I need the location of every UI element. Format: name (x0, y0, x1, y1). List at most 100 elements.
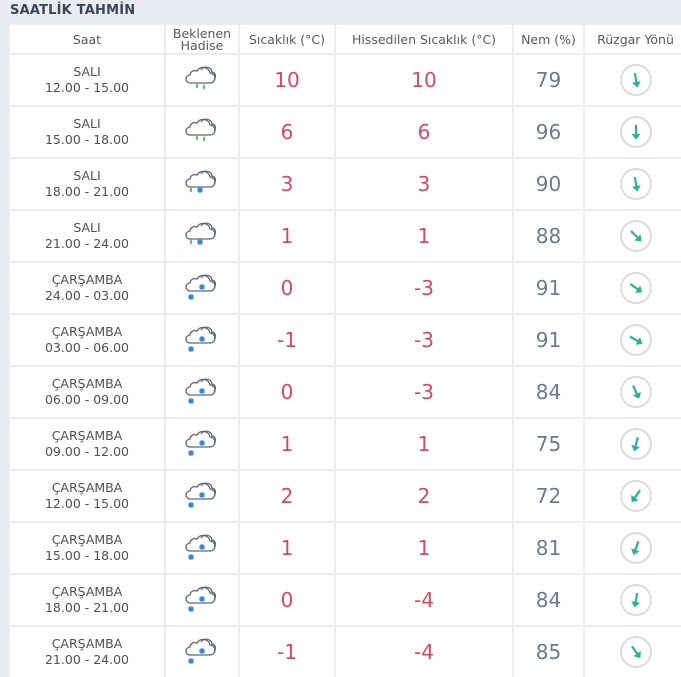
wind-direction-arrow-icon (619, 116, 652, 148)
time-cell: ÇARŞAMBA 15.00 - 18.00 (10, 523, 164, 573)
time-range: 18.00 - 21.00 (44, 184, 130, 199)
humidity-value: 79 (514, 55, 583, 105)
feels-like-value: -3 (336, 263, 512, 313)
time-cell: SALI 12.00 - 15.00 (10, 55, 164, 105)
day-label: ÇARŞAMBA (51, 584, 123, 599)
weather-cell (166, 367, 238, 417)
header-humidity: Nem (%) (514, 25, 583, 53)
day-label: ÇARŞAMBA (51, 532, 123, 547)
time-range: 21.00 - 24.00 (44, 652, 130, 667)
sleet-cloud-icon (181, 165, 223, 203)
wind-direction-arrow-icon (619, 428, 652, 460)
feels-like-value: 6 (336, 107, 512, 157)
weather-cell (166, 107, 238, 157)
snow-cloud-icon (181, 581, 223, 619)
snow-cloud-icon (181, 529, 223, 567)
weather-cell (166, 627, 238, 677)
day-label: ÇARŞAMBA (51, 636, 123, 651)
header-feels-like: Hissedilen Sıcaklık (°C) (336, 25, 512, 53)
time-cell: ÇARŞAMBA 03.00 - 06.00 (10, 315, 164, 365)
feels-like-value: 1 (336, 211, 512, 261)
feels-like-value: -3 (336, 315, 512, 365)
time-cell: SALI 15.00 - 18.00 (10, 107, 164, 157)
humidity-value: 91 (514, 263, 583, 313)
snow-cloud-icon (181, 373, 223, 411)
time-range: 12.00 - 15.00 (44, 496, 130, 511)
day-label: ÇARŞAMBA (51, 272, 123, 287)
wind-direction-arrow-icon (619, 584, 652, 616)
temperature-value: 10 (240, 55, 334, 105)
day-label: SALI (73, 168, 101, 183)
time-cell: ÇARŞAMBA 06.00 - 09.00 (10, 367, 164, 417)
day-label: SALI (73, 64, 101, 79)
humidity-value: 81 (514, 523, 583, 573)
snow-cloud-icon (181, 477, 223, 515)
weather-cell (166, 471, 238, 521)
wind-cell (585, 575, 681, 625)
snow-cloud-icon (181, 633, 223, 671)
time-range: 18.00 - 21.00 (44, 600, 130, 615)
feels-like-value: -4 (336, 627, 512, 677)
weather-cell (166, 315, 238, 365)
humidity-value: 90 (514, 159, 583, 209)
feels-like-value: -3 (336, 367, 512, 417)
humidity-value: 85 (514, 627, 583, 677)
weather-cell (166, 211, 238, 261)
wind-direction-arrow-icon (619, 532, 652, 564)
sleet-cloud-icon (181, 217, 223, 255)
wind-direction-arrow-icon (619, 64, 652, 96)
wind-cell (585, 419, 681, 469)
section-title: SAATLİK TAHMİN (10, 3, 136, 18)
feels-like-value: 3 (336, 159, 512, 209)
rain-cloud-icon (181, 61, 223, 99)
humidity-value: 88 (514, 211, 583, 261)
time-range: 15.00 - 18.00 (44, 548, 130, 563)
humidity-value: 96 (514, 107, 583, 157)
temperature-value: 0 (240, 263, 334, 313)
wind-cell (585, 211, 681, 261)
time-range: 24.00 - 03.00 (44, 288, 130, 303)
feels-like-value: -4 (336, 575, 512, 625)
rain-cloud-icon (181, 113, 223, 151)
hourly-forecast-table: Saat Beklenen Hadise Sıcaklık (°C) Hisse… (10, 25, 681, 677)
feels-like-value: 2 (336, 471, 512, 521)
wind-cell (585, 315, 681, 365)
time-cell: SALI 21.00 - 24.00 (10, 211, 164, 261)
humidity-value: 84 (514, 575, 583, 625)
temperature-value: 0 (240, 575, 334, 625)
day-label: ÇARŞAMBA (51, 376, 123, 391)
temperature-value: 2 (240, 471, 334, 521)
wind-cell (585, 159, 681, 209)
time-range: 06.00 - 09.00 (44, 392, 130, 407)
weather-cell (166, 419, 238, 469)
time-cell: ÇARŞAMBA 18.00 - 21.00 (10, 575, 164, 625)
wind-cell (585, 107, 681, 157)
humidity-value: 91 (514, 315, 583, 365)
feels-like-value: 1 (336, 523, 512, 573)
day-label: ÇARŞAMBA (51, 428, 123, 443)
time-range: 21.00 - 24.00 (44, 236, 130, 251)
temperature-value: 6 (240, 107, 334, 157)
wind-direction-arrow-icon (619, 480, 652, 512)
feels-like-value: 1 (336, 419, 512, 469)
wind-direction-arrow-icon (619, 168, 652, 200)
weather-cell (166, 523, 238, 573)
snow-cloud-icon (181, 269, 223, 307)
wind-cell (585, 263, 681, 313)
time-cell: ÇARŞAMBA 12.00 - 15.00 (10, 471, 164, 521)
temperature-value: 3 (240, 159, 334, 209)
time-cell: ÇARŞAMBA 21.00 - 24.00 (10, 627, 164, 677)
wind-direction-arrow-icon (619, 376, 652, 408)
humidity-value: 84 (514, 367, 583, 417)
snow-cloud-icon (181, 425, 223, 463)
header-wind-direction: Rüzgar Yönü (585, 25, 681, 53)
day-label: ÇARŞAMBA (51, 480, 123, 495)
temperature-value: -1 (240, 627, 334, 677)
wind-cell (585, 627, 681, 677)
time-cell: ÇARŞAMBA 24.00 - 03.00 (10, 263, 164, 313)
time-range: 09.00 - 12.00 (44, 444, 130, 459)
humidity-value: 72 (514, 471, 583, 521)
temperature-value: -1 (240, 315, 334, 365)
wind-direction-arrow-icon (619, 636, 652, 668)
humidity-value: 75 (514, 419, 583, 469)
